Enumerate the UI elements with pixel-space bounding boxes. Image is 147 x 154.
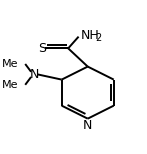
Text: Me: Me (2, 59, 19, 69)
Text: Me: Me (2, 80, 19, 90)
Text: 2: 2 (95, 33, 101, 43)
Text: N: N (30, 68, 39, 81)
Text: NH: NH (81, 29, 100, 42)
Text: S: S (38, 42, 46, 55)
Text: N: N (83, 119, 92, 132)
